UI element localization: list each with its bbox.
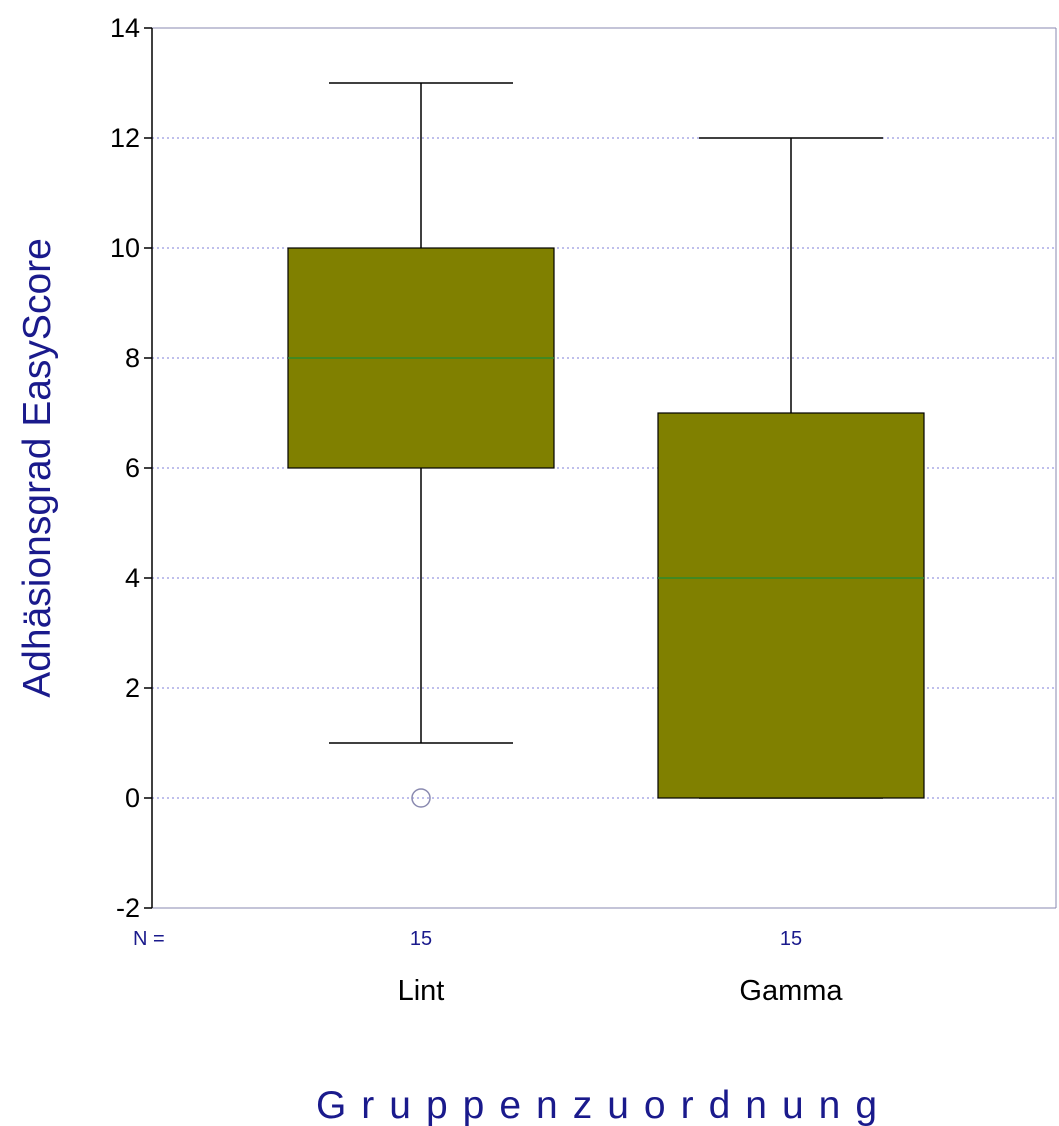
y-tick-label-2: 2 [125, 673, 140, 703]
category-label-lint: Lint [398, 975, 445, 1007]
y-tick-label-6: 6 [125, 453, 140, 483]
n-label-gamma: 15 [780, 928, 802, 950]
y-tick-label-10: 10 [110, 233, 140, 263]
y-tick-label-0: 0 [125, 783, 140, 813]
n-prefix-label: N = [133, 928, 165, 950]
y-tick-label-8: 8 [125, 343, 140, 373]
outlier-lint-0 [411, 788, 431, 808]
y-tick-label-14: 14 [110, 13, 140, 43]
y-tick-label--2: -2 [116, 893, 140, 923]
y-axis-title: Adhäsionsgrad EasyScore [16, 238, 59, 698]
y-tick-label-4: 4 [125, 563, 140, 593]
box-lint [287, 82, 555, 808]
box-gamma [657, 137, 925, 799]
y-tick-label-12: 12 [110, 123, 140, 153]
iqr-box-gamma [657, 412, 925, 799]
y-axis-ticks: -2 0 2 4 6 8 10 12 14 [110, 13, 152, 923]
x-axis-labels: 15 Lint 15 Gamma [398, 928, 844, 1007]
x-axis-title: Gruppenzuordnung [316, 1084, 892, 1126]
n-label-lint: 15 [410, 928, 432, 950]
category-label-gamma: Gamma [739, 975, 843, 1007]
boxes [287, 82, 925, 808]
